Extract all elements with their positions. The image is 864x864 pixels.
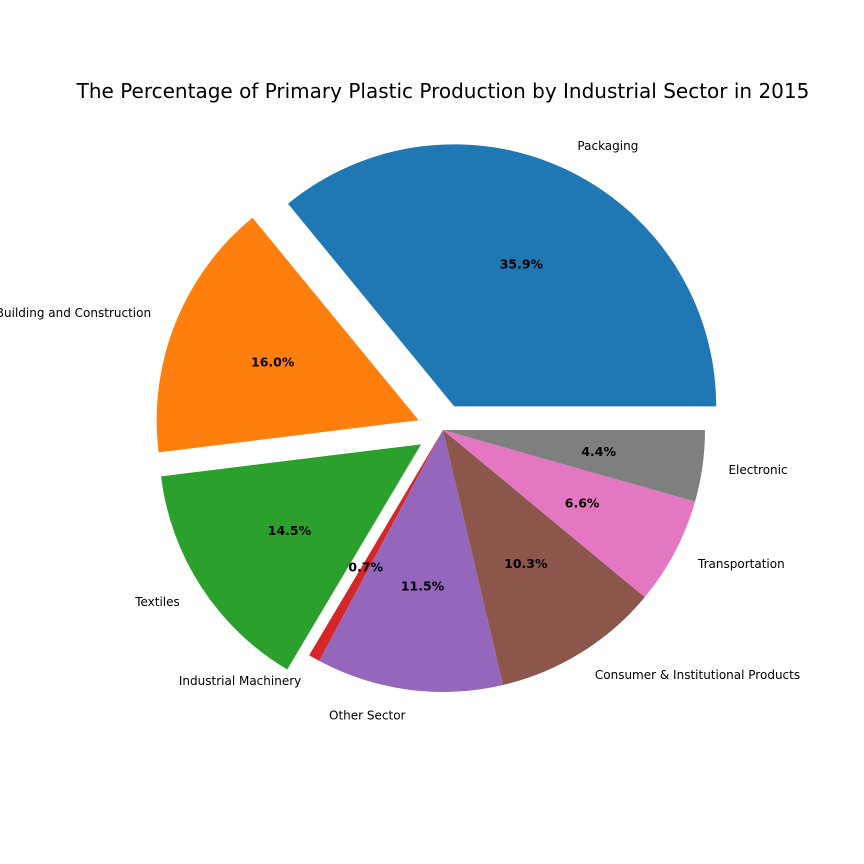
chart-title: The Percentage of Primary Plastic Produc…: [76, 79, 810, 103]
slice-pct-transportation: 6.6%: [565, 496, 600, 511]
slice-industrial-machinery: [309, 430, 443, 661]
slice-label-electronic: Electronic: [728, 463, 787, 477]
slice-pct-other-sector: 11.5%: [401, 578, 445, 593]
slice-consumer-and-institutional-products: [443, 430, 645, 686]
slice-other-sector: [319, 430, 504, 692]
slice-pct-industrial-machinery: 0.7%: [348, 559, 383, 574]
slice-label-packaging: Packaging: [577, 139, 638, 153]
slice-electronic: [443, 430, 705, 502]
slice-pct-packaging: 35.9%: [500, 257, 544, 272]
slice-pct-textiles: 14.5%: [268, 523, 312, 538]
slice-transportation: [443, 430, 696, 598]
slice-label-other-sector: Other Sector: [329, 709, 406, 723]
slice-label-consumer-and-institutional-products: Consumer & Institutional Products: [595, 668, 800, 682]
slice-label-building-and-construction: Building and Construction: [0, 306, 151, 320]
slice-label-transportation: Transportation: [697, 557, 785, 571]
slice-label-industrial-machinery: Industrial Machinery: [179, 674, 301, 688]
slice-textiles: [161, 444, 422, 670]
slice-pct-consumer-and-institutional-products: 10.3%: [504, 556, 548, 571]
slice-packaging: [288, 144, 717, 407]
slice-label-textiles: Textiles: [134, 595, 180, 609]
pie-labels: Packaging 35.9% Building and Construction 1…: [0, 139, 800, 723]
slice-pct-electronic: 4.4%: [581, 444, 616, 459]
slice-pct-building-and-construction: 16.0%: [251, 354, 295, 369]
slice-building-and-construction: [156, 217, 419, 453]
pie-slices: [156, 144, 717, 692]
